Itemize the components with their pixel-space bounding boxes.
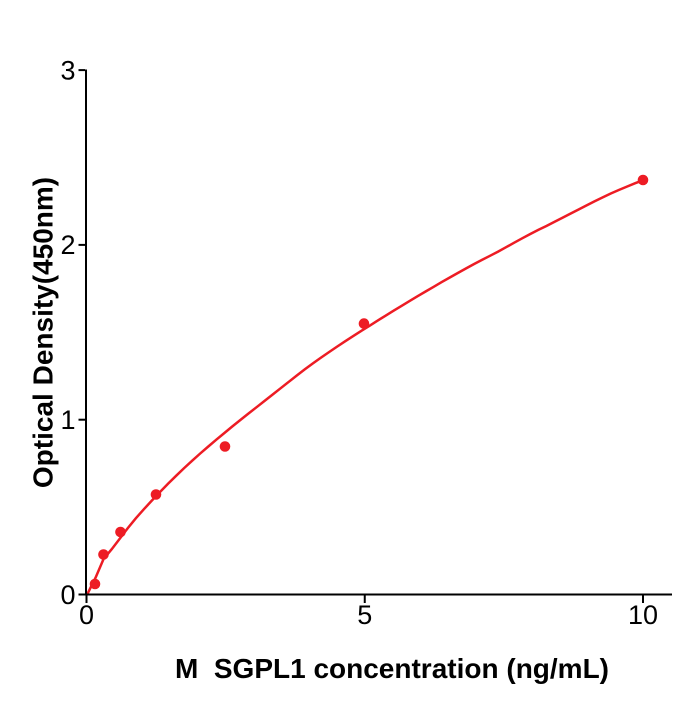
svg-text:0: 0 (79, 600, 94, 630)
svg-text:0: 0 (60, 580, 75, 610)
svg-text:1: 1 (60, 405, 75, 435)
svg-text:2: 2 (60, 230, 75, 260)
svg-text:5: 5 (357, 600, 372, 630)
svg-text:3: 3 (60, 55, 75, 85)
svg-text:M SGPL1 concentration (ng/mL): M SGPL1 concentration (ng/mL) (175, 653, 609, 684)
svg-text:Optical Density(450nm): Optical Density(450nm) (28, 177, 59, 488)
svg-text:10: 10 (628, 600, 658, 630)
